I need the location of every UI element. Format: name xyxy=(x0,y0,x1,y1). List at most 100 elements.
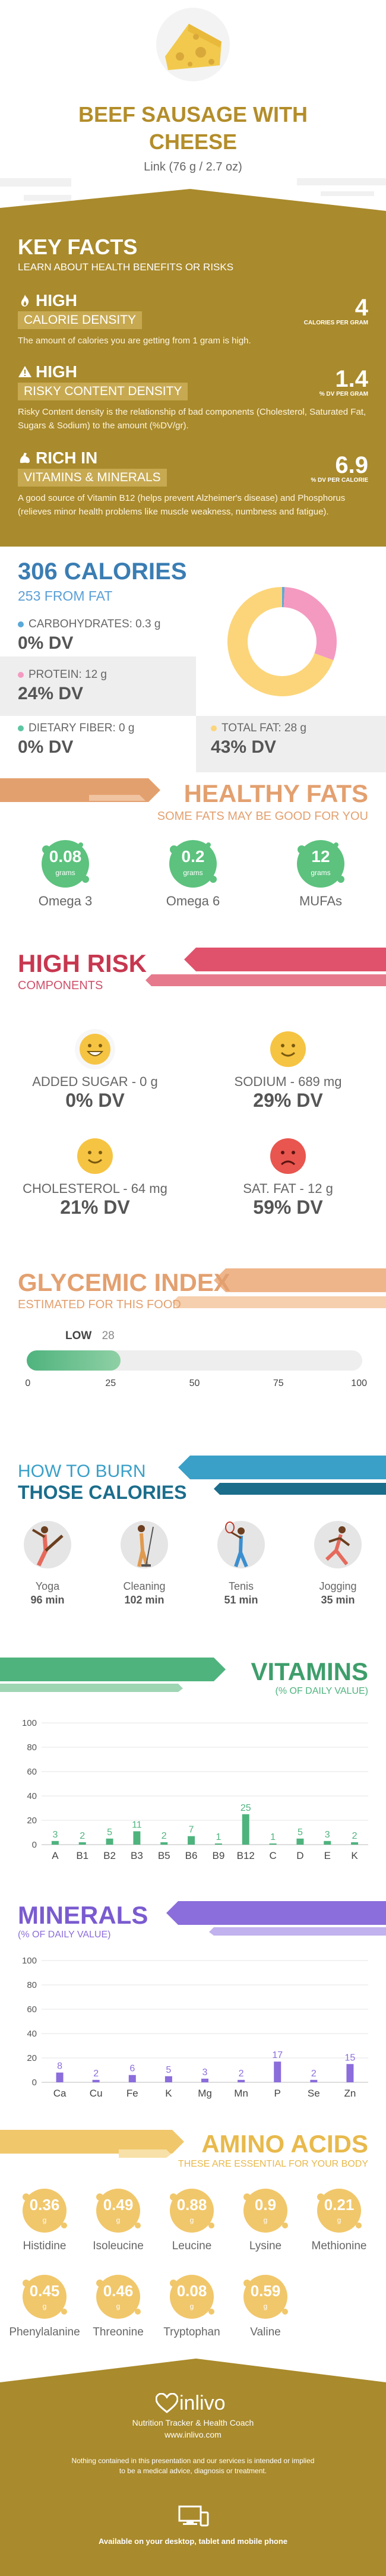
macro-dv: 24% DV xyxy=(18,684,84,703)
glycemic-track xyxy=(27,1350,362,1371)
macro-band xyxy=(196,716,386,772)
amino-unit: g xyxy=(116,2302,121,2310)
glycemic-subtitle: ESTIMATED FOR THIS FOOD xyxy=(18,1298,181,1311)
amino-value: 0.08 xyxy=(176,2282,207,2300)
fact-vitamins-minerals: RICH IN VITAMINS & MINERALS A good sourc… xyxy=(18,449,368,519)
vitamin-category-label: K xyxy=(351,1850,358,1861)
vitamin-value-label: 5 xyxy=(107,1827,112,1838)
macro-label: PROTEIN: 12 g xyxy=(29,668,107,681)
vitamin-bar xyxy=(106,1838,113,1845)
protein-dot xyxy=(18,672,24,678)
fact-label: CALORIE DENSITY xyxy=(18,311,143,329)
amino-unit: g xyxy=(189,2216,194,2224)
vitamin-bar xyxy=(296,1838,304,1845)
fat-name: Omega 3 xyxy=(38,894,93,908)
minerals-decor xyxy=(166,1901,386,1936)
mineral-bar xyxy=(56,2072,64,2082)
mineral-bar xyxy=(201,2078,208,2082)
macro-protein: PROTEIN: 12 g 24% DV xyxy=(18,668,107,704)
vitamin-value-label: 2 xyxy=(80,1831,85,1841)
fat-bubble-icon xyxy=(297,840,344,888)
vitamin-bar xyxy=(269,1843,277,1845)
smile-face-icon xyxy=(77,1138,113,1174)
healthy-fats-subtitle: SOME FATS MAY BE GOOD FOR YOU xyxy=(157,810,368,823)
sad-face-icon xyxy=(270,1138,306,1174)
vitamin-value-label: 25 xyxy=(241,1803,251,1813)
burn-calories-section: HOW TO BURN THOSE CALORIES Yoga 96 min C… xyxy=(0,1450,386,1646)
risk-added-sugar: ADDED SUGAR - 0 g 0% DV xyxy=(12,1028,178,1112)
key-facts-title: KEY FACTS xyxy=(18,235,138,259)
healthy-fats-section: HEALTHY FATS SOME FATS MAY BE GOOD FOR Y… xyxy=(0,772,386,939)
vitamin-y-tick: 60 xyxy=(27,1767,37,1777)
activity-name: Cleaning xyxy=(123,1580,166,1592)
minerals-subtitle: (% OF DAILY VALUE) xyxy=(18,1930,111,1940)
gly-tick: 100 xyxy=(351,1378,368,1388)
minerals-bar-chart: 0 20 40 60 80 100 8 Ca 2 Cu 6 Fe 5 K 3 Mg 2 Mn 17 P 2 Se 15 Zn xyxy=(22,1956,368,2099)
fact-description: Risky Content density is the relationshi… xyxy=(18,407,366,431)
glycemic-fill xyxy=(27,1350,121,1371)
amino-value: 0.59 xyxy=(250,2282,281,2300)
macro-dv: 43% DV xyxy=(211,737,277,757)
smile-face-icon xyxy=(270,1031,306,1067)
footer: inlivo Nutrition Tracker & Health Coach … xyxy=(0,2359,386,2576)
macro-fat: TOTAL FAT: 28 g 43% DV xyxy=(211,722,306,757)
mineral-value-label: 2 xyxy=(239,2069,244,2079)
fact-label: VITAMINS & MINERALS xyxy=(18,469,167,487)
amino-name: Histidine xyxy=(23,2240,67,2252)
high-risk-section: HIGH RISK COMPONENTS ADDED SUGAR - 0 g 0… xyxy=(0,939,386,1254)
macro-band xyxy=(0,656,196,716)
calories-section: 306 CALORIES 253 FROM FAT CARBOHYDRATES:… xyxy=(0,547,386,772)
mineral-category-label: Mn xyxy=(234,2088,248,2099)
mineral-y-tick: 100 xyxy=(22,1956,37,1966)
risk-sat-fat: SAT. FAT - 12 g 59% DV xyxy=(205,1135,371,1218)
footer-tagline: Nutrition Tracker & Health Coach xyxy=(132,2418,254,2427)
amino-item: 0.36 g Histidine xyxy=(8,2186,81,2253)
mineral-bar xyxy=(128,2075,136,2082)
amino-unit: g xyxy=(42,2216,47,2224)
activity-jogging: Jogging 35 min xyxy=(299,1518,376,1606)
vitamin-category-label: D xyxy=(296,1850,303,1861)
amino-value: 0.88 xyxy=(176,2196,207,2214)
key-facts-section: KEY FACTS LEARN ABOUT HEALTH BENEFITS OR… xyxy=(0,178,386,547)
activity-tennis: Tenis 51 min xyxy=(203,1518,280,1606)
activity-yoga: Yoga 96 min xyxy=(9,1518,86,1606)
amino-value: 0.45 xyxy=(29,2282,60,2300)
amino-acids-section: AMINO ACIDS THESE ARE ESSENTIAL FOR YOUR… xyxy=(0,2121,386,2359)
risk-sodium: SODIUM - 689 mg 29% DV xyxy=(205,1028,371,1112)
title-line-2: CHEESE xyxy=(148,130,238,154)
footer-site[interactable]: www.inlivo.com xyxy=(164,2430,222,2439)
mineral-category-label: P xyxy=(274,2088,281,2099)
high-risk-subtitle: COMPONENTS xyxy=(18,979,103,992)
vitamin-category-label: B9 xyxy=(213,1850,225,1861)
activity-minutes: 51 min xyxy=(224,1594,258,1606)
amino-unit: g xyxy=(116,2216,121,2224)
amino-unit: g xyxy=(337,2216,341,2224)
risk-label: SAT. FAT - 12 g xyxy=(243,1181,333,1196)
glycemic-section: GLYCEMIC INDEX ESTIMATED FOR THIS FOOD L… xyxy=(0,1254,386,1450)
vitamin-value-label: 2 xyxy=(162,1831,167,1841)
amino-bubble-icon xyxy=(170,2189,214,2233)
fiber-dot xyxy=(18,725,24,731)
vitamins-title: VITAMINS xyxy=(251,1658,368,1685)
vitamin-bar xyxy=(242,1814,249,1845)
vitamin-category-label: B3 xyxy=(131,1850,143,1861)
glycemic-decor xyxy=(172,1268,386,1308)
mineral-category-label: K xyxy=(165,2088,172,2099)
fact-risky-content: HIGH RISKY CONTENT DENSITY Risky Content… xyxy=(18,362,368,433)
vitamin-y-tick: 20 xyxy=(27,1816,37,1826)
vitamin-bar xyxy=(351,1842,359,1845)
fat-unit: grams xyxy=(311,869,331,877)
amino-value: 0.46 xyxy=(103,2282,134,2300)
macro-label: CARBOHYDRATES: 0.3 g xyxy=(29,618,161,630)
vitamins-bar-chart: 0204060801003A2B15B211B32B57B61B925B121C… xyxy=(22,1718,368,1861)
fact-unit: % DV PER GRAM xyxy=(319,391,368,397)
amino-bubble-icon xyxy=(23,2275,67,2319)
activity-name: Tenis xyxy=(228,1580,254,1592)
fat-omega6: 0.2 grams Omega 6 xyxy=(154,838,232,909)
healthy-fats-title: HEALTHY FATS xyxy=(183,779,368,807)
key-facts-subtitle: LEARN ABOUT HEALTH BENEFITS OR RISKS xyxy=(18,261,234,273)
vitamin-category-label: A xyxy=(52,1850,59,1861)
mineral-value-label: 8 xyxy=(57,2062,62,2072)
fat-value: 12 xyxy=(311,847,330,866)
footer-disclaimer-1: Nothing contained in this presentation a… xyxy=(71,2457,315,2465)
